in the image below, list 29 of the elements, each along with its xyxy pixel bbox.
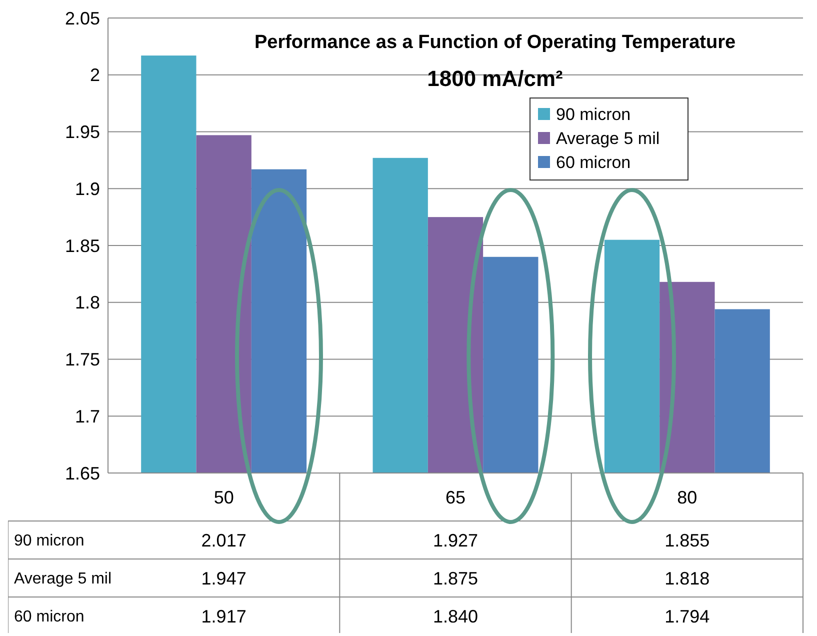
data-label: 1.927 [432, 530, 478, 550]
x-tick-label: 50 [214, 487, 234, 508]
data-label: 1.855 [664, 530, 710, 550]
legend-label: Average 5 mil [556, 128, 660, 148]
data-label: 1.947 [201, 568, 246, 588]
data-label: 1.875 [432, 568, 478, 588]
text: 1800 mA/cm² [427, 66, 563, 91]
legend-label: 90 micron [556, 104, 631, 124]
text: Average 5 mil [14, 570, 112, 588]
data-label: 1.818 [664, 568, 710, 588]
y-tick-label: 1.9 [74, 178, 100, 199]
y-tick-label: 1.75 [64, 350, 100, 370]
y-tick-label: 1.8 [74, 292, 100, 313]
y-tick-label: 2 [90, 65, 100, 86]
y-tick-label: 2.05 [64, 8, 100, 28]
text: 90 micron [14, 532, 84, 550]
data-label: 1.794 [664, 606, 710, 626]
y-tick-label: 1.85 [64, 236, 100, 256]
data-label: 1.917 [201, 606, 246, 626]
data-label: 2.017 [201, 530, 246, 550]
x-tick-label: 65 [445, 487, 466, 508]
y-tick-label: 1.7 [74, 406, 100, 426]
y-tick-label: 1.65 [64, 463, 100, 484]
text: 60 micron [14, 608, 84, 626]
legend-label: 60 micron [556, 152, 631, 172]
x-tick-label: 80 [677, 487, 698, 508]
data-label: 1.840 [432, 606, 478, 626]
text: Performance as a Function of Operating Temperature [254, 32, 736, 53]
y-tick-label: 1.95 [64, 122, 100, 142]
